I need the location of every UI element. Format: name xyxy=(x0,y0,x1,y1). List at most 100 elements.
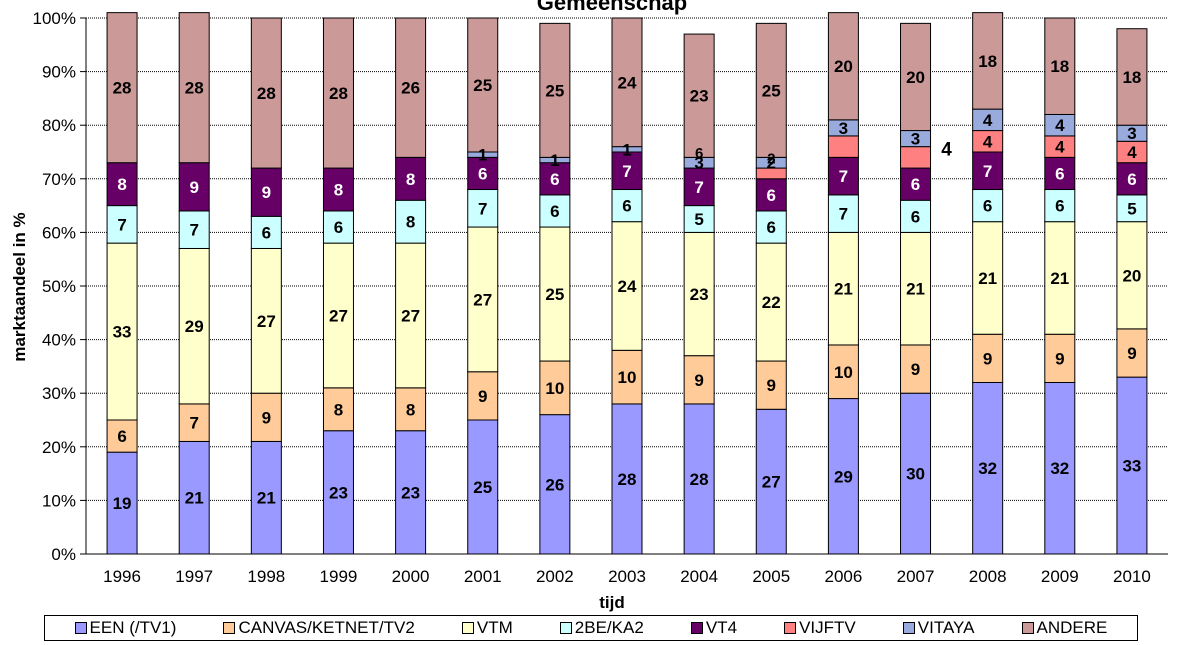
axes xyxy=(80,17,1168,555)
bar-data-label: 9 xyxy=(189,178,198,197)
x-tick-label: 2005 xyxy=(752,567,790,586)
bar-data-label: 6 xyxy=(117,427,126,446)
x-tick-label: 1997 xyxy=(175,567,213,586)
bar-segment xyxy=(683,355,715,405)
bar-segment xyxy=(683,231,715,357)
bar-data-label: 1 xyxy=(478,146,487,165)
bar-segment xyxy=(900,167,932,201)
bar-data-label: 3 xyxy=(839,119,848,138)
bar-segment xyxy=(539,22,571,158)
bar-data-label: 28 xyxy=(618,470,637,489)
legend-item: VT4 xyxy=(690,618,737,638)
bar-segment xyxy=(1116,221,1148,330)
bar-data-label: 6 xyxy=(550,170,559,189)
legend-item: VIJFTV xyxy=(784,618,856,638)
bar-data-label: 10 xyxy=(545,379,564,398)
x-tick-label: 1998 xyxy=(247,567,285,586)
bar-data-label: 18 xyxy=(978,52,997,71)
bar-data-label: 7 xyxy=(983,162,992,181)
bar-segment xyxy=(1116,162,1148,196)
bar-segment xyxy=(972,189,1004,223)
bar-data-label: 1 xyxy=(622,140,631,159)
y-tick-label: 0% xyxy=(51,545,76,564)
bar-segment xyxy=(467,156,499,191)
bar-segment xyxy=(755,210,787,244)
bar-segment xyxy=(106,162,138,207)
x-tick-labels: 1996 1997 1998 1999 2000 2001 2002 2003 2004 2005… xyxy=(103,567,1151,586)
bar-segment xyxy=(1044,381,1076,555)
bar-data-label: 7 xyxy=(189,414,198,433)
annotation-label: 2 xyxy=(767,150,775,167)
bar-segment xyxy=(467,17,499,153)
bar-data-label: 4 xyxy=(1127,143,1137,162)
bar-data-label: 21 xyxy=(834,280,853,299)
bar-data-label: 4 xyxy=(983,132,993,151)
bar-data-label: 6 xyxy=(767,186,776,205)
bar-segment xyxy=(106,242,138,421)
bar-segment xyxy=(611,189,643,223)
bar-data-label: 28 xyxy=(113,79,132,98)
bar-segment xyxy=(683,33,715,158)
bar-data-label: 21 xyxy=(185,489,204,508)
bar-data-label: 27 xyxy=(401,306,420,325)
x-tick-label: 2001 xyxy=(464,567,502,586)
bar-data-label: 29 xyxy=(834,467,853,486)
legend-swatch xyxy=(559,622,572,634)
bar-data-label: 21 xyxy=(257,489,276,508)
bar-segment xyxy=(178,12,210,164)
bar-segment xyxy=(539,162,571,196)
bar-segment xyxy=(539,226,571,362)
bar-segment xyxy=(250,440,282,555)
bar-data-label: 27 xyxy=(473,290,492,309)
bar-data-label: 8 xyxy=(406,213,415,232)
bar-segment xyxy=(1116,28,1148,126)
bar-segment xyxy=(1044,17,1076,115)
bar-data-label: 18 xyxy=(1122,68,1141,87)
legend-swatch xyxy=(223,622,236,634)
bar-segment xyxy=(972,333,1004,383)
legend-swatch xyxy=(461,622,474,634)
bar-labels: 1963378282172979282192769282382768282382… xyxy=(113,52,1142,513)
x-tick-label: 2006 xyxy=(824,567,862,586)
x-tick-label: 2003 xyxy=(608,567,646,586)
x-axis-label: tijd xyxy=(599,593,625,612)
bar-segment xyxy=(467,371,499,421)
bar-data-label: 10 xyxy=(834,363,853,382)
bar-data-label: 4 xyxy=(1055,138,1065,157)
legend-swatch xyxy=(784,622,797,634)
legend-label: VTM xyxy=(476,618,513,637)
bar-data-label: 6 xyxy=(262,223,271,242)
bar-data-label: 23 xyxy=(690,285,709,304)
bar-segment xyxy=(755,360,787,410)
bar-data-label: 9 xyxy=(694,371,703,390)
x-tick-label: 2009 xyxy=(1041,567,1079,586)
bar-data-label: 7 xyxy=(839,167,848,186)
bar-data-label: 2 xyxy=(767,154,776,173)
chart-title: Gemeenschap xyxy=(537,0,687,15)
bar-segment xyxy=(611,349,643,405)
bar-data-label: 3 xyxy=(911,130,920,149)
bar-data-label: 32 xyxy=(978,459,997,478)
bar-data-label: 8 xyxy=(406,170,415,189)
legend-swatch xyxy=(74,622,87,634)
bar-segment xyxy=(322,242,354,389)
legend-item: 2BE/KA2 xyxy=(559,618,644,638)
bar-data-label: 23 xyxy=(690,87,709,106)
y-axis-label: marktaandeel in % xyxy=(10,212,29,361)
y-tick-label: 70% xyxy=(42,170,76,189)
bar-data-label: 7 xyxy=(622,162,631,181)
bar-data-label: 29 xyxy=(185,317,204,336)
bar-segment xyxy=(250,215,282,249)
bar-data-label: 23 xyxy=(401,483,420,502)
legend-swatch xyxy=(902,622,915,634)
legend-item: CANVAS/KETNET/TV2 xyxy=(223,618,415,638)
bar-data-label: 6 xyxy=(911,207,920,226)
bar-data-label: 8 xyxy=(117,175,126,194)
legend-label: VIJFTV xyxy=(799,618,856,637)
x-tick-label: 2000 xyxy=(392,567,430,586)
annotation-label: 4 xyxy=(941,139,952,160)
bar-data-label: 9 xyxy=(478,387,487,406)
x-tick-label: 2008 xyxy=(969,567,1007,586)
legend-label: 2BE/KA2 xyxy=(574,618,644,637)
legend-item: VITAYA xyxy=(902,618,974,638)
